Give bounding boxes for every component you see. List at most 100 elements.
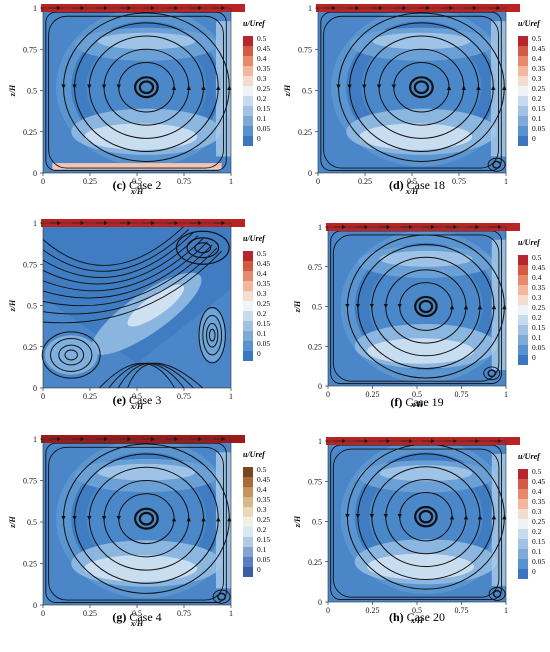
legend-swatch	[518, 305, 528, 315]
legend-swatch	[518, 285, 528, 295]
legend-title: u/Uref	[518, 19, 541, 28]
x-tick-label: 0.25	[83, 177, 97, 186]
legend-swatch	[518, 265, 528, 275]
legend-swatch	[243, 557, 253, 567]
legend-level-label: 0.5	[532, 253, 542, 262]
legend-level-label: 0.1	[532, 114, 542, 123]
y-tick-label: 0.25	[23, 128, 37, 137]
legend-swatch	[518, 116, 528, 126]
x-tick-label: 0	[316, 177, 320, 186]
y-tick-label: 0.75	[308, 263, 322, 272]
x-tick-label: 0.75	[177, 609, 191, 618]
x-tick-label: 0.25	[83, 609, 97, 618]
legend-swatch	[518, 539, 528, 549]
legend-swatch	[243, 537, 253, 547]
legend-level-label: 0.35	[257, 279, 270, 288]
legend-level-label: 0.15	[257, 535, 270, 544]
legend-level-label: 0.25	[257, 299, 270, 308]
legend-swatch	[518, 136, 528, 146]
legend-level-label: 0.4	[257, 485, 267, 494]
y-tick-label: 0	[318, 598, 322, 607]
legend-level-label: 0.25	[532, 517, 545, 526]
legend-level-label: 0.3	[532, 74, 542, 83]
legend-level-label: 0.25	[257, 515, 270, 524]
x-tick-label: 1	[229, 609, 233, 618]
legend-swatch	[518, 569, 528, 579]
legend-level-label: 0.3	[532, 507, 542, 516]
legend-level-label: 0.15	[532, 104, 545, 113]
y-axis-label: z/H	[8, 84, 17, 97]
x-tick-label: 0	[41, 177, 45, 186]
legend-swatch	[243, 291, 253, 301]
streamlines	[41, 225, 230, 389]
panel-name: Case 18	[404, 178, 445, 192]
legend-swatch	[518, 335, 528, 345]
legend-swatch	[243, 527, 253, 537]
panel-name: Case 4	[126, 610, 161, 624]
x-tick-label: 0	[41, 392, 45, 401]
panel-g: 0 0.25 0.5 0.75 1 0 0.25 0.5 0.75 1 x/H z/H u/Uref 0.…	[8, 435, 270, 628]
panel-caption: (h) Case 20	[389, 610, 445, 624]
x-axis-label: x/H	[130, 619, 144, 628]
legend-level-label: 0.45	[257, 475, 270, 484]
y-tick-label: 0.75	[23, 45, 37, 54]
legend-level-label: 0.05	[257, 339, 270, 348]
axes: 0 0.25 0.5 0.75 1 0 0.25 0.5 0.75 1 x/H z/H	[8, 4, 233, 196]
legend-level-label: 0.3	[532, 293, 542, 302]
y-axis-label: z/H	[8, 299, 17, 312]
axes: 0 0.25 0.5 0.75 1 0 0.25 0.5 0.75 1 x/H z/H	[8, 219, 233, 411]
y-tick-label: 0.5	[27, 87, 37, 96]
legend-swatch	[243, 261, 253, 271]
y-tick-label: 0	[33, 601, 37, 610]
x-tick-label: 0.25	[366, 390, 380, 399]
y-tick-label: 0.5	[27, 302, 37, 311]
legend-level-label: 0.2	[257, 525, 267, 534]
legend-swatch	[518, 549, 528, 559]
legend-level-label: 0.1	[257, 329, 267, 338]
legend-level-label: 0	[257, 349, 261, 358]
legend-level-label: 0.45	[532, 477, 545, 486]
legend-swatch	[243, 341, 253, 351]
legend-level-label: 0.2	[532, 94, 542, 103]
legend-level-label: 0.5	[257, 249, 267, 258]
y-tick-label: 0	[33, 169, 37, 178]
legend-level-label: 0.2	[257, 94, 267, 103]
y-tick-label: 0.75	[23, 260, 37, 269]
panel-d: 0 0.25 0.5 0.75 1 0 0.25 0.5 0.75 1 x/H z/H u/Uref 0.…	[283, 4, 545, 196]
legend-level-label: 0.35	[532, 283, 545, 292]
legend-swatch	[518, 355, 528, 365]
legend-level-label: 0.35	[532, 64, 545, 73]
x-tick-label: 0.5	[412, 390, 422, 399]
legend-level-label: 0.05	[257, 124, 270, 133]
y-tick-label: 1	[33, 435, 37, 444]
legend-level-label: 0.1	[532, 547, 542, 556]
legend-level-label: 0	[257, 134, 261, 143]
panel-letter: (h)	[389, 610, 404, 624]
x-tick-label: 0.5	[132, 609, 142, 618]
legend-swatch	[518, 519, 528, 529]
panel-caption: (e) Case 3	[113, 393, 162, 407]
legend-title: u/Uref	[518, 452, 541, 461]
legend-swatch	[243, 487, 253, 497]
legend-level-label: 0.25	[532, 84, 545, 93]
x-tick-label: 1	[229, 392, 233, 401]
legend-swatch	[243, 301, 253, 311]
legend-swatch	[243, 46, 253, 56]
x-tick-label: 0.75	[177, 177, 191, 186]
y-tick-label: 0.25	[308, 342, 322, 351]
legend-level-label: 0.45	[532, 263, 545, 272]
legend-level-label: 0.4	[257, 269, 267, 278]
streamlines	[45, 442, 232, 604]
legend-level-label: 0.2	[532, 313, 542, 322]
x-tick-label: 0.75	[452, 177, 466, 186]
x-axis-label: x/H	[410, 616, 424, 625]
legend-swatch	[518, 345, 528, 355]
x-tick-label: 0	[41, 609, 45, 618]
panel-letter: (g)	[112, 610, 126, 624]
legend-swatch	[243, 126, 253, 136]
y-tick-label: 0.25	[308, 558, 322, 567]
panel-name: Case 2	[126, 178, 161, 192]
legend-level-label: 0.1	[257, 114, 267, 123]
legend-swatch	[243, 351, 253, 361]
